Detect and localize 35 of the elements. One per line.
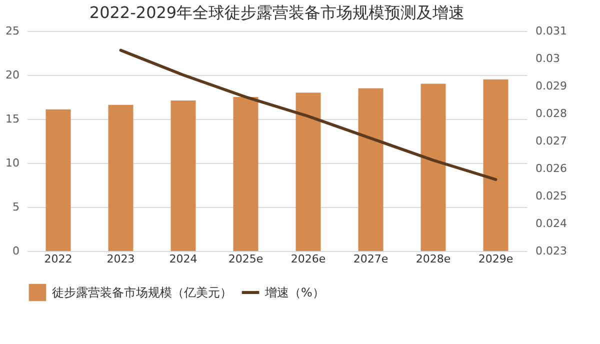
bar — [170, 100, 196, 251]
y2-tick-label: 0.023 — [536, 244, 567, 258]
y2-tick-label: 0.03 — [536, 52, 560, 65]
y-tick-label: 20 — [6, 68, 20, 82]
x-tick-label: 2022 — [44, 252, 72, 266]
y2-tick-label: 0.027 — [536, 134, 567, 148]
bar — [358, 88, 384, 251]
bar — [46, 109, 71, 251]
y2-tick-label: 0.025 — [536, 190, 567, 202]
y2-tick-label: 0.024 — [536, 217, 567, 230]
line-series — [119, 48, 498, 181]
y2-tick-label: 0.028 — [536, 107, 567, 120]
y-tick-label: 10 — [6, 156, 20, 170]
bar — [420, 84, 446, 251]
x-tick-label: 2029e — [478, 252, 514, 266]
y-tick-label: 0 — [12, 244, 20, 258]
bar — [233, 97, 258, 251]
bar — [108, 104, 134, 251]
x-tick-label: 2027e — [353, 252, 388, 266]
x-tick-label: 2026e — [290, 252, 326, 266]
y-tick-label: 5 — [12, 200, 20, 214]
y-tick-label: 15 — [6, 112, 20, 126]
x-tick-label: 2028e — [416, 252, 451, 266]
y2-tick-label: 0.029 — [536, 80, 567, 92]
x-tick-label: 2025e — [228, 252, 264, 266]
chart-title: 2022-2029年全球徒步露营装备市场规模预测及增速 — [89, 3, 465, 22]
x-tick-label: 2024 — [169, 252, 198, 266]
bar — [296, 92, 321, 251]
x-tick-label: 2023 — [106, 252, 135, 266]
y2-tick-label: 0.026 — [536, 162, 567, 175]
legend-label: 徒步露营装备市场规模（亿美元） — [52, 286, 232, 300]
bar — [483, 79, 508, 251]
y2-tick-label: 0.031 — [536, 24, 567, 38]
legend-label: 增速（%） — [264, 286, 324, 300]
y-tick-label: 25 — [6, 24, 20, 38]
